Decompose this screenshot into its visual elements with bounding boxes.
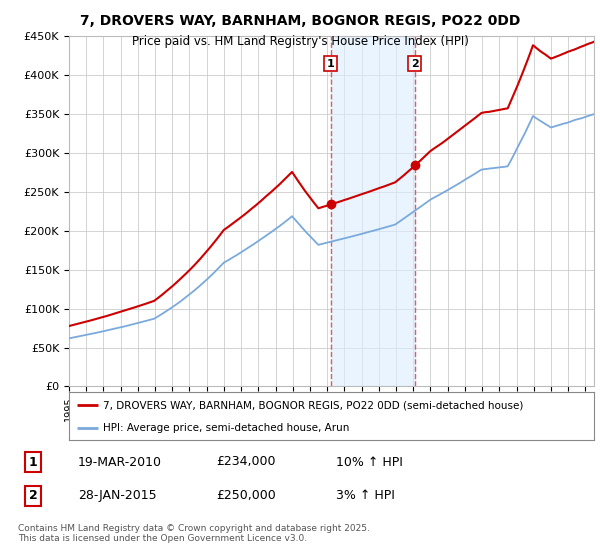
Text: Contains HM Land Registry data © Crown copyright and database right 2025.
This d: Contains HM Land Registry data © Crown c… [18,524,370,543]
Text: £234,000: £234,000 [216,455,275,469]
Text: 10% ↑ HPI: 10% ↑ HPI [336,455,403,469]
Text: 7, DROVERS WAY, BARNHAM, BOGNOR REGIS, PO22 0DD (semi-detached house): 7, DROVERS WAY, BARNHAM, BOGNOR REGIS, P… [103,400,523,410]
Text: £250,000: £250,000 [216,489,276,502]
Text: 7, DROVERS WAY, BARNHAM, BOGNOR REGIS, PO22 0DD: 7, DROVERS WAY, BARNHAM, BOGNOR REGIS, P… [80,14,520,28]
Text: 1: 1 [327,59,335,69]
Text: 1: 1 [29,455,37,469]
Text: 19-MAR-2010: 19-MAR-2010 [78,455,162,469]
Text: 2: 2 [411,59,419,69]
Bar [331,36,415,386]
Text: 3% ↑ HPI: 3% ↑ HPI [336,489,395,502]
Text: 2: 2 [29,489,37,502]
Text: HPI: Average price, semi-detached house, Arun: HPI: Average price, semi-detached house,… [103,423,349,433]
Text: 28-JAN-2015: 28-JAN-2015 [78,489,157,502]
Text: Price paid vs. HM Land Registry's House Price Index (HPI): Price paid vs. HM Land Registry's House … [131,35,469,48]
